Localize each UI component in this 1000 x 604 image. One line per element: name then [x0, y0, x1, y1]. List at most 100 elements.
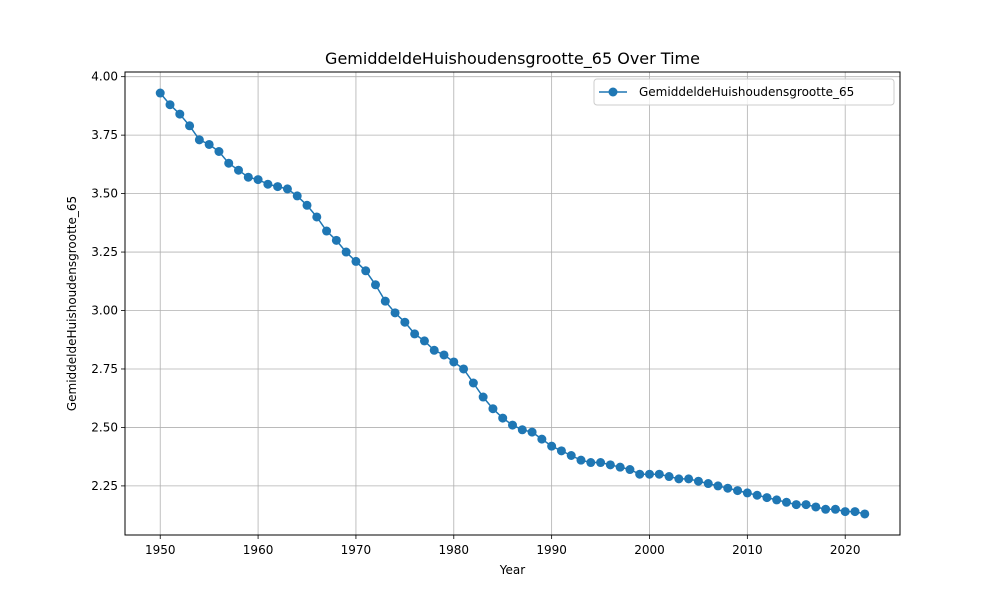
data-point — [527, 427, 537, 437]
data-point — [273, 182, 283, 192]
x-tick-label: 1970 — [341, 543, 372, 557]
y-tick-label: 3.75 — [91, 128, 118, 142]
data-point — [684, 474, 694, 484]
data-point — [341, 247, 351, 257]
y-axis: 2.25 2.50 2.75 3.00 3.25 3.50 3.75 4.00 — [91, 70, 125, 493]
data-point — [772, 495, 782, 505]
data-point — [723, 483, 733, 493]
data-point — [556, 446, 566, 456]
x-tick-label: 2010 — [732, 543, 763, 557]
data-point — [371, 280, 381, 290]
data-point — [703, 479, 713, 489]
y-tick-label: 3.00 — [91, 304, 118, 318]
data-point — [840, 507, 850, 517]
data-point — [449, 357, 459, 367]
y-tick-label: 3.25 — [91, 245, 118, 259]
data-point — [547, 441, 557, 451]
x-axis-label: Year — [499, 563, 525, 577]
data-point — [459, 364, 469, 374]
data-point — [733, 486, 743, 496]
data-point — [537, 434, 547, 444]
data-point — [224, 158, 234, 168]
y-tick-label: 2.25 — [91, 479, 118, 493]
x-tick-label: 2000 — [634, 543, 665, 557]
data-point — [419, 336, 429, 346]
data-point — [635, 469, 645, 479]
data-point — [253, 175, 263, 185]
data-point — [781, 497, 791, 507]
data-point — [830, 504, 840, 514]
data-point — [821, 504, 831, 514]
data-point — [850, 507, 860, 517]
series-layer — [155, 88, 870, 519]
data-point — [312, 212, 322, 222]
data-point — [860, 509, 870, 519]
data-point — [468, 378, 478, 388]
x-tick-label: 2020 — [830, 543, 861, 557]
data-point — [243, 172, 253, 182]
data-point — [566, 450, 576, 460]
legend-label: GemiddeldeHuishoudensgrootte_65 — [639, 85, 854, 99]
data-point — [811, 502, 821, 512]
data-point — [234, 165, 244, 175]
data-point — [615, 462, 625, 472]
data-point — [488, 404, 498, 414]
data-point — [644, 469, 654, 479]
data-point — [204, 139, 214, 149]
data-point — [439, 350, 449, 360]
legend: GemiddeldeHuishoudensgrootte_65 — [593, 78, 895, 106]
data-point — [380, 296, 390, 306]
legend-box — [593, 78, 895, 106]
data-point — [194, 135, 204, 145]
chart-title: GemiddeldeHuishoudensgrootte_65 Over Tim… — [325, 49, 700, 69]
data-point — [664, 472, 674, 482]
y-tick-label: 3.50 — [91, 187, 118, 201]
data-point — [400, 317, 410, 327]
data-point — [331, 235, 341, 245]
plot-area-frame — [124, 71, 901, 536]
x-tick-label: 1960 — [243, 543, 274, 557]
data-point — [322, 226, 332, 236]
data-point — [155, 88, 165, 98]
data-point — [742, 488, 752, 498]
data-point — [302, 200, 312, 210]
data-point — [361, 266, 371, 276]
data-point — [175, 109, 185, 119]
legend-marker — [608, 87, 618, 97]
data-point — [791, 500, 801, 510]
data-point — [282, 184, 292, 194]
data-point — [596, 458, 606, 468]
data-point — [517, 425, 527, 435]
data-point — [713, 481, 723, 491]
data-point — [185, 121, 195, 131]
y-axis-label: GemiddeldeHuishoudensgrootte_65 — [65, 196, 79, 411]
y-tick-label: 4.00 — [91, 70, 118, 84]
x-tick-label: 1950 — [145, 543, 176, 557]
data-point — [214, 147, 224, 157]
data-point — [508, 420, 517, 430]
x-tick-label: 1980 — [439, 543, 470, 557]
data-point — [410, 329, 420, 339]
y-tick-label: 2.75 — [91, 362, 118, 376]
data-point — [478, 392, 488, 402]
x-axis: 1950 1960 1970 1980 1990 2000 2010 2020 — [145, 535, 861, 557]
y-tick-label: 2.50 — [91, 420, 118, 434]
data-point — [674, 474, 684, 484]
data-point — [654, 469, 664, 479]
data-point — [498, 413, 508, 423]
data-point — [390, 308, 400, 318]
data-point — [762, 493, 772, 503]
data-point — [351, 256, 361, 266]
data-point — [429, 345, 439, 355]
data-point — [752, 490, 762, 500]
data-point — [801, 500, 811, 510]
data-point — [605, 460, 615, 470]
data-point — [586, 458, 596, 468]
data-point — [625, 465, 635, 475]
data-point — [576, 455, 586, 465]
data-point — [263, 179, 273, 189]
data-point — [165, 100, 175, 110]
x-tick-label: 1990 — [536, 543, 567, 557]
